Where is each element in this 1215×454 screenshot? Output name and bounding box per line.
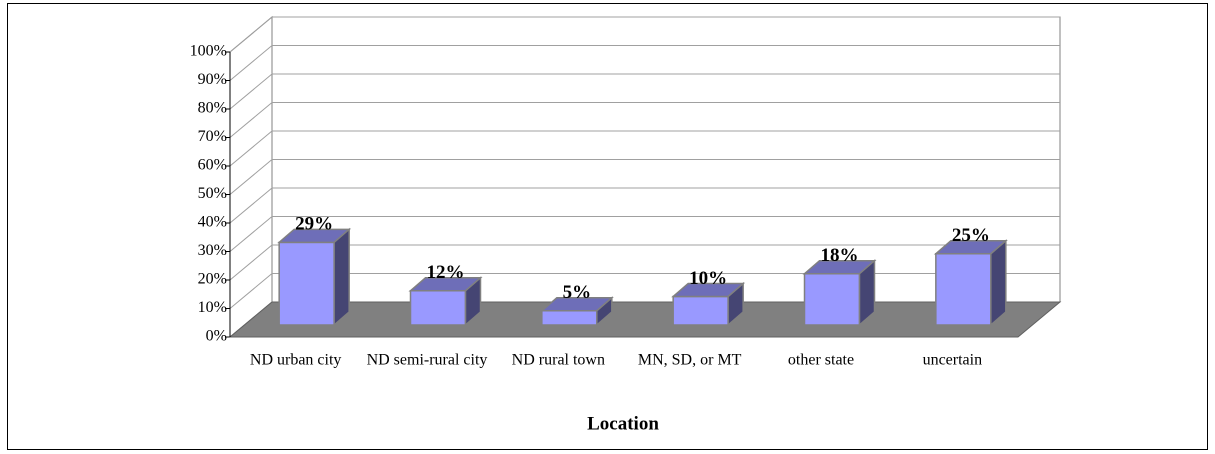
bar-front [803, 272, 861, 326]
x-tick-label: uncertain [923, 352, 983, 369]
y-tick-label: 80% [198, 100, 227, 117]
y-tick-label: 30% [198, 242, 227, 259]
bar [277, 227, 352, 327]
bar [408, 276, 483, 327]
grid-line [229, 159, 1060, 195]
x-tick-label: ND urban city [250, 352, 342, 369]
bar [802, 259, 877, 327]
grid-line [229, 130, 1060, 167]
bar [933, 239, 1008, 327]
bar-side [990, 239, 1007, 327]
bar-front [541, 310, 598, 326]
grid-line [229, 216, 1060, 252]
grid-line [229, 187, 1060, 224]
grid-line [229, 73, 1060, 110]
value-label: 12% [427, 262, 465, 283]
y-tick-label: 20% [198, 271, 227, 288]
value-label: 25% [952, 225, 990, 246]
x-tick-label: ND semi-rural city [367, 352, 488, 369]
value-label: 29% [295, 214, 333, 235]
x-axis-title: Location [587, 413, 659, 434]
y-tick-label: 40% [198, 214, 227, 231]
grid-line [229, 45, 1060, 81]
y-tick-label: 50% [198, 185, 227, 202]
bar-side [464, 276, 482, 327]
bar [539, 296, 614, 327]
x-tick-label: ND rural town [512, 352, 605, 369]
y-tick-label: 0% [206, 328, 227, 345]
bar-front [409, 290, 467, 326]
bar-side [858, 259, 876, 327]
x-tick-label: MN, SD, or MT [638, 352, 742, 369]
x-tick-label: other state [788, 352, 854, 369]
value-label: 5% [563, 282, 592, 303]
grid-line [229, 273, 1060, 309]
y-tick-label: 70% [198, 128, 227, 145]
bar-side [596, 296, 613, 327]
y-tick-label: 100% [190, 43, 227, 60]
y-tick-label: 90% [198, 71, 227, 88]
bar-front [672, 295, 729, 326]
bar-side [333, 227, 350, 327]
bar-front [935, 253, 992, 326]
bar-side [727, 281, 744, 327]
bar-front [278, 241, 335, 326]
bar [671, 281, 746, 327]
grid-line [229, 244, 1060, 281]
value-label: 10% [689, 268, 727, 289]
grid-line [229, 16, 1060, 53]
y-tick-label: 10% [198, 299, 227, 316]
y-tick-label: 60% [198, 157, 227, 174]
grid-line [229, 102, 1060, 138]
value-label: 18% [821, 245, 859, 266]
